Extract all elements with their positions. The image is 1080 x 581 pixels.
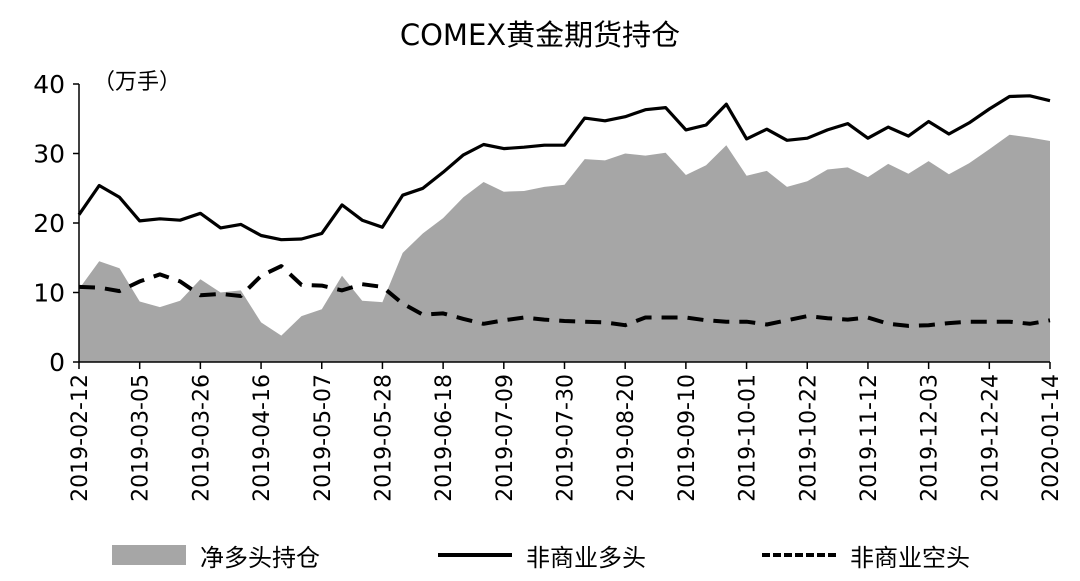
legend-item-noncommercial-short: 非商业空头 bbox=[762, 537, 970, 573]
x-tick-label: 2019-11-12 bbox=[857, 374, 882, 502]
chart-title: COMEX黄金期货持仓 bbox=[399, 18, 681, 52]
x-tick-label: 2019-12-24 bbox=[978, 374, 1003, 502]
legend-label-noncommercial-short: 非商业空头 bbox=[850, 543, 970, 572]
y-unit-label: （万手） bbox=[93, 70, 181, 95]
x-tick-label: 2019-04-16 bbox=[250, 374, 275, 502]
series-area-net-long bbox=[79, 134, 1050, 362]
x-tick-label: 2019-10-22 bbox=[796, 374, 821, 502]
legend-swatch-dashed bbox=[762, 553, 836, 557]
x-tick-label: 2020-01-14 bbox=[1039, 374, 1064, 502]
x-tick-label: 2019-10-01 bbox=[736, 374, 761, 502]
y-tick-label: 0 bbox=[49, 348, 65, 377]
series-line-noncommercial-short bbox=[78, 264, 1051, 328]
x-tick-label: 2019-02-12 bbox=[68, 374, 93, 502]
y-tick-label: 10 bbox=[33, 279, 65, 308]
legend-item-noncommercial-long: 非商业多头 bbox=[438, 537, 646, 573]
x-tick-label: 2019-05-28 bbox=[371, 374, 396, 502]
x-tick-label: 2019-08-20 bbox=[614, 374, 639, 502]
y-tick-label: 30 bbox=[33, 140, 65, 169]
legend-item-net-long: 净多头持仓 bbox=[112, 537, 320, 573]
x-tick-label: 2019-07-30 bbox=[554, 374, 579, 502]
y-tick-label: 20 bbox=[33, 209, 65, 238]
x-tick-label: 2019-03-26 bbox=[189, 374, 214, 502]
chart-canvas: 0 10 20 30 40 （万手） 2019-02-12 2019-03-05 2019-03… bbox=[33, 70, 1064, 502]
legend-label-noncommercial-long: 非商业多头 bbox=[526, 543, 646, 572]
x-tick-label: 2019-07-09 bbox=[493, 374, 518, 502]
legend-swatch-area bbox=[112, 545, 186, 565]
legend: 净多头持仓 非商业多头 非商业空头 bbox=[0, 537, 1080, 573]
x-tick-label: 2019-09-10 bbox=[675, 374, 700, 502]
legend-label-net-long: 净多头持仓 bbox=[200, 543, 320, 572]
y-tick-label: 40 bbox=[33, 70, 65, 99]
legend-swatch-solid bbox=[438, 553, 512, 557]
x-tick-label: 2019-12-03 bbox=[918, 374, 943, 502]
x-tick-label: 2019-06-18 bbox=[432, 374, 457, 502]
series-line-noncommercial-long bbox=[77, 94, 1051, 242]
x-tick-label: 2019-05-07 bbox=[311, 374, 336, 502]
x-tick-label: 2019-03-05 bbox=[129, 374, 154, 502]
